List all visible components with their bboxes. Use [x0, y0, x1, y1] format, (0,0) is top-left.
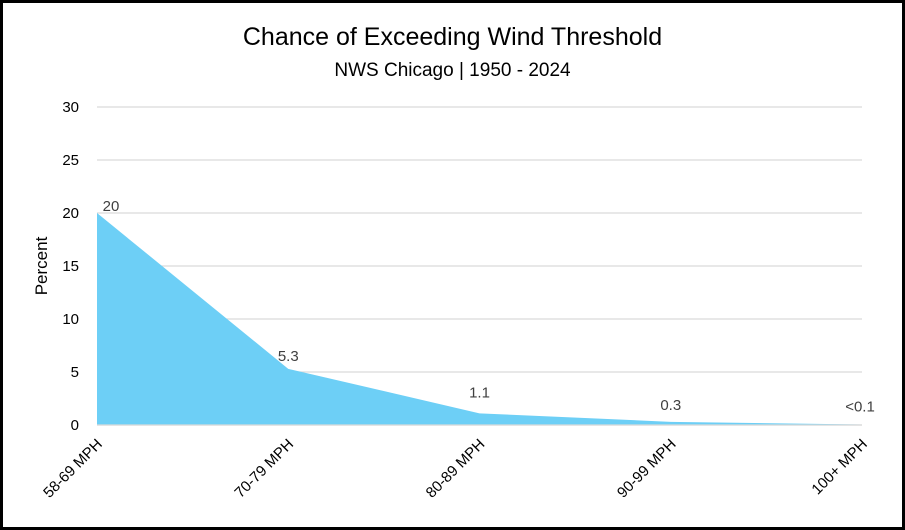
- data-labels: 20 5.3 1.1 0.3 <0.1: [103, 198, 875, 415]
- x-axis-ticks: 58-69 MPH 70-79 MPH 80-89 MPH 90-99 MPH 100+…: [40, 436, 871, 502]
- y-tick-label: 15: [62, 258, 79, 275]
- y-tick-label: 0: [71, 417, 79, 434]
- area-series: [97, 213, 862, 426]
- x-tick-label: 58-69 MPH: [40, 436, 106, 502]
- area-fill: [97, 213, 862, 425]
- chart-subtitle: NWS Chicago | 1950 - 2024: [334, 60, 571, 81]
- y-axis-ticks: 0 5 10 15 20 25 30: [62, 99, 79, 434]
- x-tick-label: 70-79 MPH: [231, 436, 297, 502]
- data-label: 20: [103, 198, 120, 215]
- y-tick-label: 10: [62, 311, 79, 328]
- data-label: <0.1: [845, 398, 875, 415]
- data-label: 1.1: [469, 384, 490, 401]
- y-tick-label: 5: [71, 364, 79, 381]
- y-axis-title: Percent: [32, 236, 51, 295]
- x-tick-label: 90-99 MPH: [614, 436, 680, 502]
- x-tick-label: 100+ MPH: [808, 436, 870, 498]
- chart-title: Chance of Exceeding Wind Threshold: [242, 23, 663, 51]
- y-tick-label: 20: [62, 205, 79, 222]
- data-label: 5.3: [278, 348, 299, 365]
- y-tick-label: 30: [62, 99, 79, 116]
- x-tick-label: 80-89 MPH: [423, 436, 489, 502]
- data-label: 0.3: [660, 397, 681, 414]
- y-tick-label: 25: [62, 152, 79, 169]
